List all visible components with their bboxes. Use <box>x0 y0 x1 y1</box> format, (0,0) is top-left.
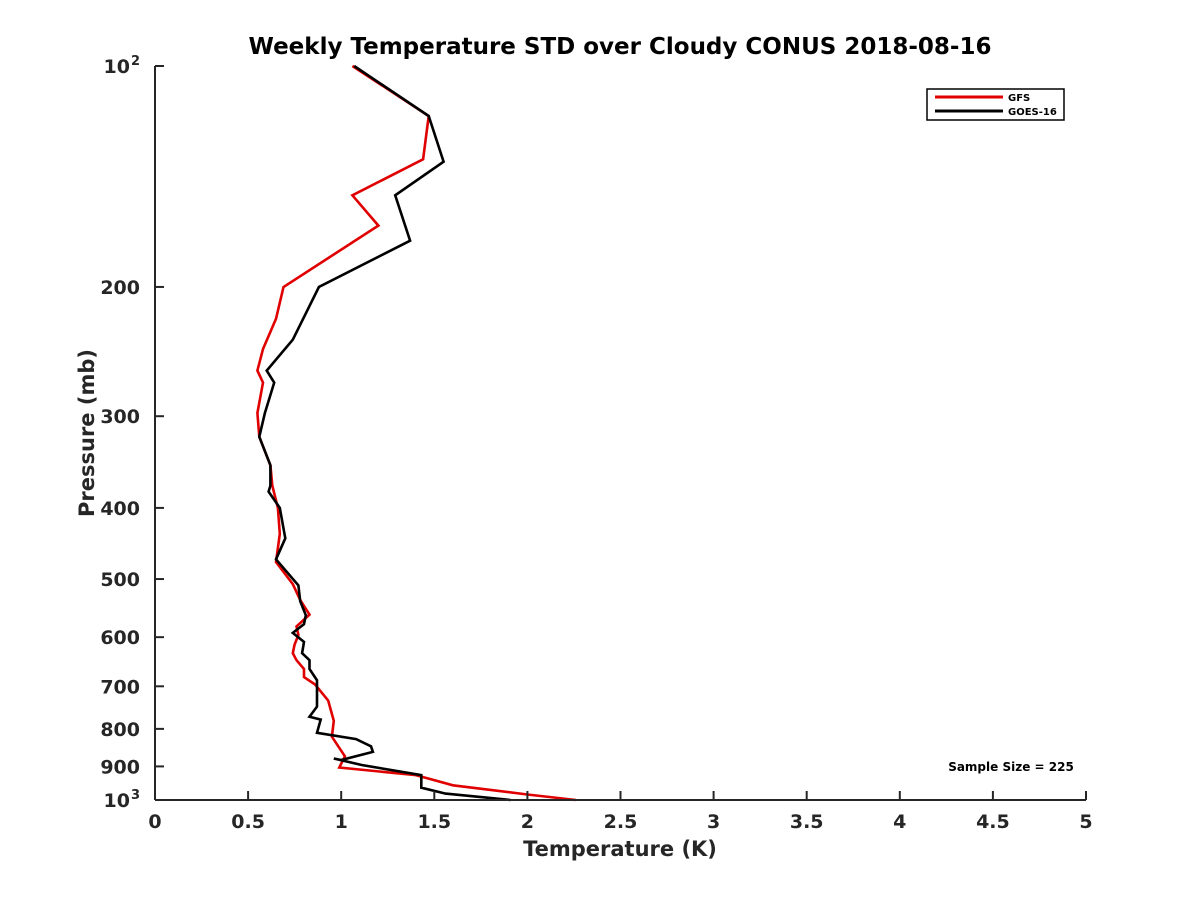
x-tick-label: 0.5 <box>231 811 265 833</box>
x-tick-label: 1 <box>335 811 348 833</box>
x-axis-label: Temperature (K) <box>523 837 717 861</box>
y-tick-label: 600 <box>100 627 140 649</box>
y-tick-label: 700 <box>100 676 140 698</box>
x-tick-label: 4.5 <box>976 811 1010 833</box>
chart-title: Weekly Temperature STD over Cloudy CONUS… <box>249 34 992 60</box>
x-tick-label: 0 <box>148 811 161 833</box>
legend-label-goes16: GOES-16 <box>1008 107 1057 118</box>
legend: GFS GOES-16 <box>926 88 1065 121</box>
series-line-goes16 <box>257 64 511 802</box>
x-tick-label: 1.5 <box>417 811 451 833</box>
series-layer <box>256 64 576 802</box>
x-tick-label: 2 <box>521 811 534 833</box>
x-tick-label: 3.5 <box>790 811 824 833</box>
x-tick-label: 4 <box>893 811 906 833</box>
y-tick-label: 400 <box>100 498 140 520</box>
series-line-gfs <box>256 64 576 802</box>
y-tick-label: 10 <box>104 56 130 78</box>
plot-area: 0 0.5 1 1.5 2 2.5 3 3.5 4 4.5 5 10 2200300400500600… <box>100 54 1092 833</box>
x-tick-label: 5 <box>1079 811 1092 833</box>
x-tick-label: 3 <box>707 811 720 833</box>
y-axis-label: Pressure (mb) <box>75 349 99 517</box>
x-ticks: 0 0.5 1 1.5 2 2.5 3 3.5 4 4.5 5 <box>148 791 1093 833</box>
y-tick-exponent: 3 <box>131 788 140 803</box>
y-tick-label: 500 <box>100 569 140 591</box>
y-tick-exponent: 2 <box>131 54 140 69</box>
y-tick-label: 10 <box>104 790 130 812</box>
y-tick-label: 200 <box>100 277 140 299</box>
legend-box <box>926 88 1065 121</box>
legend-label-gfs: GFS <box>1008 93 1030 104</box>
y-tick-label: 300 <box>100 406 140 428</box>
sample-size-annotation: Sample Size = 225 <box>948 760 1074 774</box>
x-tick-label: 2.5 <box>604 811 638 833</box>
y-tick-label: 800 <box>100 719 140 741</box>
y-tick-label: 900 <box>100 756 140 778</box>
